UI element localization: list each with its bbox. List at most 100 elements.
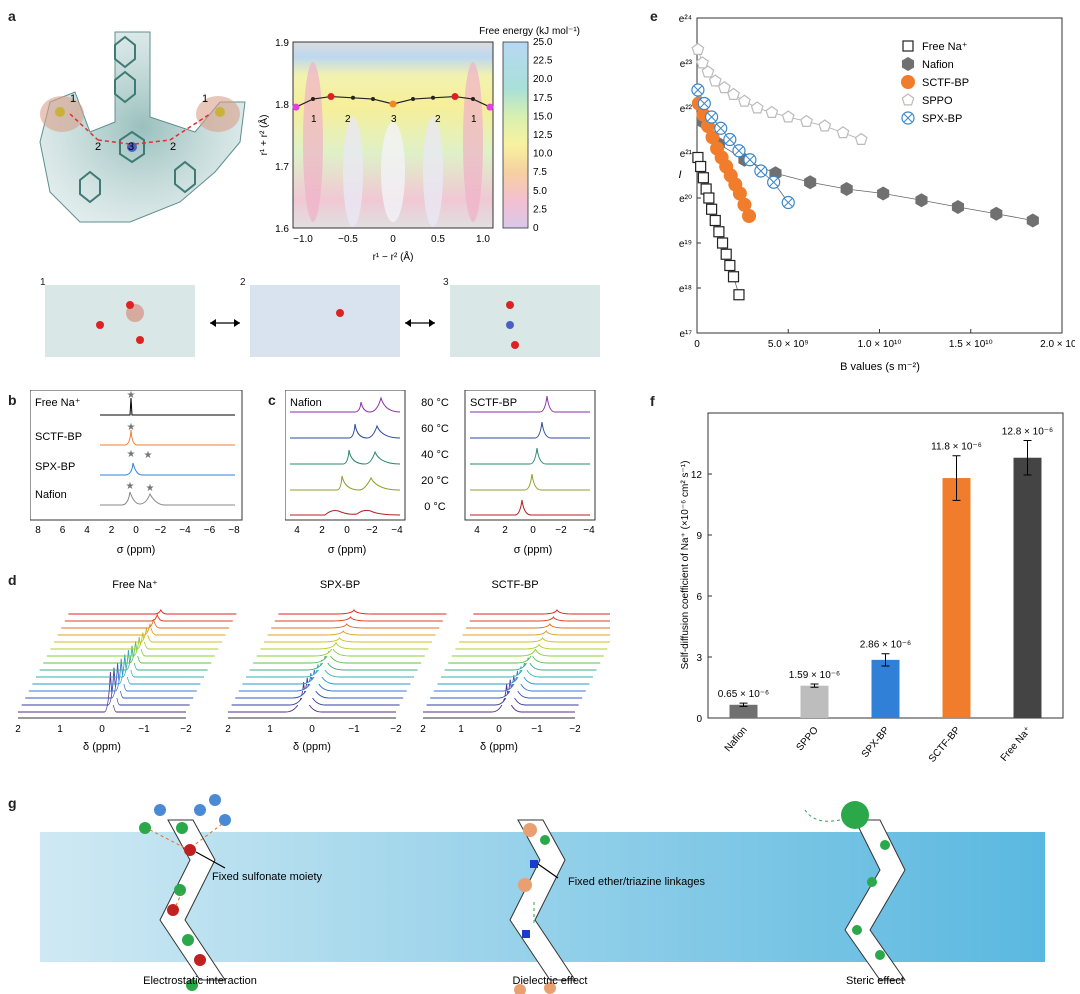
e-xtick: 0 xyxy=(694,339,700,350)
pes-ylabel: r¹ + r² (Å) xyxy=(257,115,270,156)
pes-ytick-3: 1.6 xyxy=(275,224,289,235)
e-point xyxy=(742,209,757,223)
d2-xtick-3: −1 xyxy=(348,724,360,735)
e-legend-marker xyxy=(902,40,914,52)
d-spectrum-trace xyxy=(64,613,233,622)
d-title-1: SPX-BP xyxy=(320,579,360,591)
c-temp-2: 40 °C xyxy=(421,449,449,461)
pes-path-point xyxy=(471,97,475,102)
nmr-b-plot: Free Na⁺ SCTF-BP SPX-BP Nafion ★ ★ ★ ★ ★… xyxy=(30,390,243,556)
f-ytick: 9 xyxy=(696,531,702,542)
d-spectrum-trace xyxy=(43,641,212,664)
mechanism-schematic: Fixed sulfonate moiety Fixed ether/triaz… xyxy=(40,794,1045,994)
d-spectrum-trace xyxy=(36,649,204,678)
g-sulfonate-annotation: Fixed sulfonate moiety xyxy=(212,871,323,883)
e-point xyxy=(836,126,850,139)
pes-path-point xyxy=(311,97,315,102)
b-trace-label-0: Free Na⁺ xyxy=(35,397,81,409)
panel-d-letter: d xyxy=(8,572,17,588)
g-linkage-annotation: Fixed ether/triazine linkages xyxy=(568,876,705,888)
d-spectrum-trace xyxy=(448,653,601,664)
e-ytick: e²⁰ xyxy=(679,194,692,205)
b-star-icon: ★ xyxy=(146,483,155,494)
e-ytick: e²¹ xyxy=(680,149,693,160)
f-ytick: 3 xyxy=(696,653,702,664)
b-trace-nafion xyxy=(100,491,235,506)
d-spectrum-trace xyxy=(469,615,610,622)
c-right-xtick-0: 4 xyxy=(474,525,480,536)
e-point xyxy=(733,289,745,301)
e-point xyxy=(951,200,965,214)
d-title-2: SCTF-BP xyxy=(491,579,538,591)
site-label-3: 3 xyxy=(128,141,134,153)
pes-xtick-1: −0.5 xyxy=(338,234,358,245)
d-spectrum-trace xyxy=(246,659,414,678)
pes-colorbar-tick: 20.0 xyxy=(533,74,553,85)
f-value-label: 1.59 × 10⁻⁶ xyxy=(789,670,840,681)
d-spectrum-trace xyxy=(242,664,411,685)
d3-xtick-0: 2 xyxy=(420,724,426,735)
d-spectrum-trace xyxy=(430,675,583,699)
snapshot-label-2: 2 xyxy=(240,277,246,288)
d1-xtick-2: 0 xyxy=(99,724,105,735)
d2-xlabel: δ (ppm) xyxy=(293,741,331,753)
e-point xyxy=(705,130,720,145)
pes-path-point xyxy=(389,100,397,108)
pes-xtick-4: 1.0 xyxy=(476,234,490,245)
d-spectrum-trace xyxy=(260,640,429,650)
pes-ytick-1: 1.8 xyxy=(275,100,289,111)
e-point xyxy=(727,87,740,100)
d-spectrum-trace xyxy=(462,629,610,636)
e-xtick: 2.0 × 10¹⁰ xyxy=(1040,339,1075,350)
d-spectrum-trace xyxy=(57,623,226,636)
d-spectrum-trace xyxy=(28,658,197,692)
pes-colorbar-tick: 17.5 xyxy=(533,93,553,104)
f-errorbar xyxy=(810,683,819,688)
f-value-label: 0.65 × 10⁻⁶ xyxy=(718,689,769,700)
b-star-icon: ★ xyxy=(127,449,136,460)
pes-ytick-0: 1.9 xyxy=(275,38,289,49)
b-xtick: 6 xyxy=(60,525,66,536)
e-point-x xyxy=(716,123,726,133)
e-point xyxy=(720,248,732,260)
d-spectrum-trace xyxy=(444,657,597,671)
f-xtick-label: Free Na⁺ xyxy=(999,725,1034,764)
c-nafion-40 xyxy=(290,449,401,465)
d-spectrum-trace xyxy=(231,677,400,706)
large-ion-icon xyxy=(841,801,869,829)
snapshot-label-3: 3 xyxy=(443,277,449,288)
pes-colorbar-tick: 2.5 xyxy=(533,204,547,215)
b-xtick: −4 xyxy=(179,525,191,536)
d3-xtick-2: 0 xyxy=(496,724,502,735)
b-xtick: −2 xyxy=(155,525,167,536)
solvation-snapshots xyxy=(45,285,600,357)
pes-path-point xyxy=(292,103,300,111)
e-xtick: 1.5 × 10¹⁰ xyxy=(949,339,993,350)
e-point xyxy=(727,271,740,283)
pes-colorbar xyxy=(502,41,529,229)
c-left-title: Nafion xyxy=(290,397,322,409)
c-left-xtick-1: 2 xyxy=(319,525,325,536)
e-ylabel: I xyxy=(678,169,681,181)
e-legend-marker-x xyxy=(903,113,913,123)
f-xtick-label: Nafion xyxy=(723,725,750,754)
c-sctf-40 xyxy=(470,447,590,465)
g-caption-0: Electrostatic interaction xyxy=(143,975,257,987)
c-nafion-60 xyxy=(290,423,401,439)
f-value-label: 11.8 × 10⁻⁶ xyxy=(931,442,982,453)
pes-path-point xyxy=(486,103,494,111)
pes-xtick-3: 0.5 xyxy=(431,234,445,245)
d-spectrum-trace xyxy=(451,647,604,657)
g-caption-2: Steric effect xyxy=(846,975,904,987)
f-ytick: 6 xyxy=(696,592,702,603)
e-point xyxy=(708,74,722,87)
d-spectrum-trace xyxy=(61,619,230,629)
d-spectrum-trace xyxy=(18,671,186,713)
pes-colorbar-tick: 10.0 xyxy=(533,149,553,160)
e-point xyxy=(1026,213,1039,228)
pes-path-point xyxy=(327,93,335,101)
e-legend-label: SCTF-BP xyxy=(922,77,969,89)
e-point xyxy=(840,182,853,196)
b-trace-free-na xyxy=(100,397,235,416)
e-point xyxy=(695,160,707,173)
